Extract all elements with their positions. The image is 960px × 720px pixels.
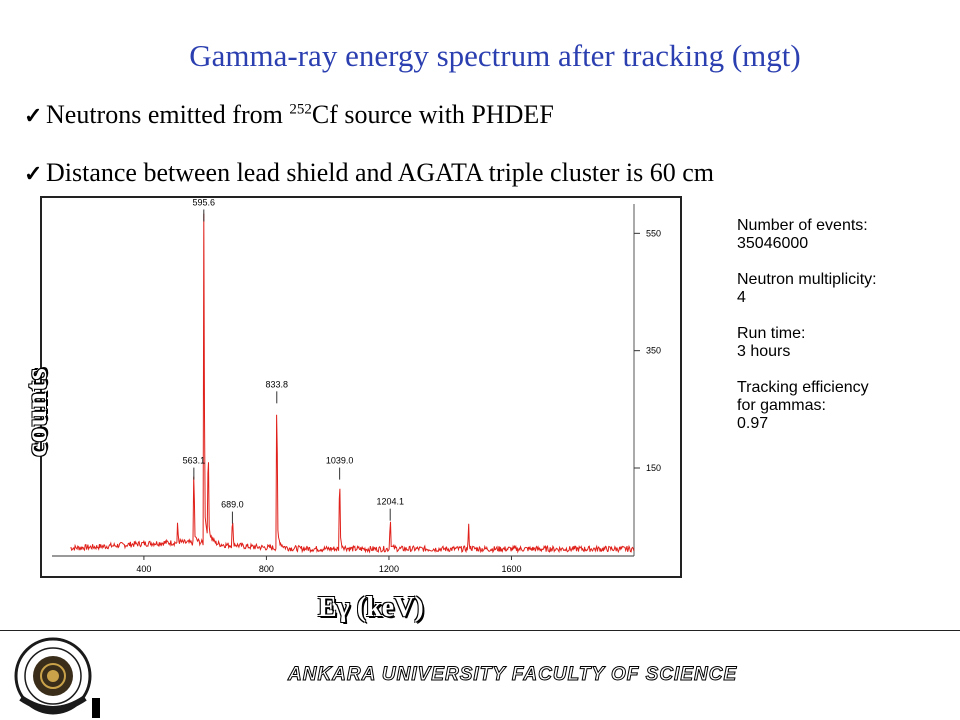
events-label: Number of events: (737, 217, 868, 234)
multiplicity-value: 4 (737, 289, 746, 306)
efficiency-label: Tracking efficiency (737, 379, 869, 396)
multiplicity-label: Neutron multiplicity: (737, 271, 877, 288)
isotope-mass-number: 252 (289, 101, 312, 118)
x-axis-label: Eγ (keV) (318, 592, 424, 623)
peak-label: 595.6 (193, 198, 216, 207)
events-value: 35046000 (737, 235, 809, 252)
bullet-text-tail: Cf source with PHDEF (311, 100, 554, 129)
run-info-panel: Number of events: 35046000 Neutron multi… (737, 217, 877, 451)
y-tick-label: 550 (646, 228, 661, 238)
peak-label: 1204.1 (376, 497, 404, 507)
x-tick-label: 1600 (501, 564, 521, 574)
bullet-text: Distance between lead shield and AGATA t… (46, 158, 714, 187)
peak-label: 1039.0 (326, 456, 354, 466)
runtime-value: 3 hours (737, 343, 791, 360)
peak-label: 833.8 (266, 379, 289, 389)
efficiency-label-2: for gammas: (737, 397, 826, 414)
y-axis-label: counts (20, 367, 53, 457)
x-tick-label: 400 (136, 564, 151, 574)
peak-label: 563.1 (183, 456, 206, 466)
x-tick-label: 1200 (379, 564, 399, 574)
x-tick-label: 800 (259, 564, 274, 574)
bullet-text: Neutrons emitted from (46, 100, 290, 129)
checkmark-icon: ✓ (24, 103, 43, 128)
bullet-neutron-source: ✓ Neutrons emitted from 252Cf source with… (24, 100, 554, 130)
peak-label: 689.0 (221, 500, 244, 510)
efficiency-value: 0.97 (737, 415, 769, 432)
y-tick-label: 350 (646, 346, 661, 356)
runtime-label: Run time: (737, 325, 806, 342)
spectrum-line (70, 213, 635, 554)
checkmark-icon: ✓ (24, 161, 43, 186)
bullet-distance: ✓ Distance between lead shield and AGATA … (24, 158, 714, 188)
spectrum-plot: 400 800 1200 1600 150 350 550 563.1 595.6 689.0 83… (40, 196, 682, 578)
footer-institution: ANKARA UNIVERSITY FACULTY OF SCIENCE (287, 664, 738, 686)
footer-divider (0, 630, 960, 631)
spectrum-svg: 400 800 1200 1600 150 350 550 563.1 595.6 689.0 83… (52, 198, 661, 574)
y-tick-label: 150 (646, 463, 661, 473)
slide-title: Gamma-ray energy spectrum after tracking… (189, 38, 801, 73)
university-seal-logo (14, 637, 100, 718)
